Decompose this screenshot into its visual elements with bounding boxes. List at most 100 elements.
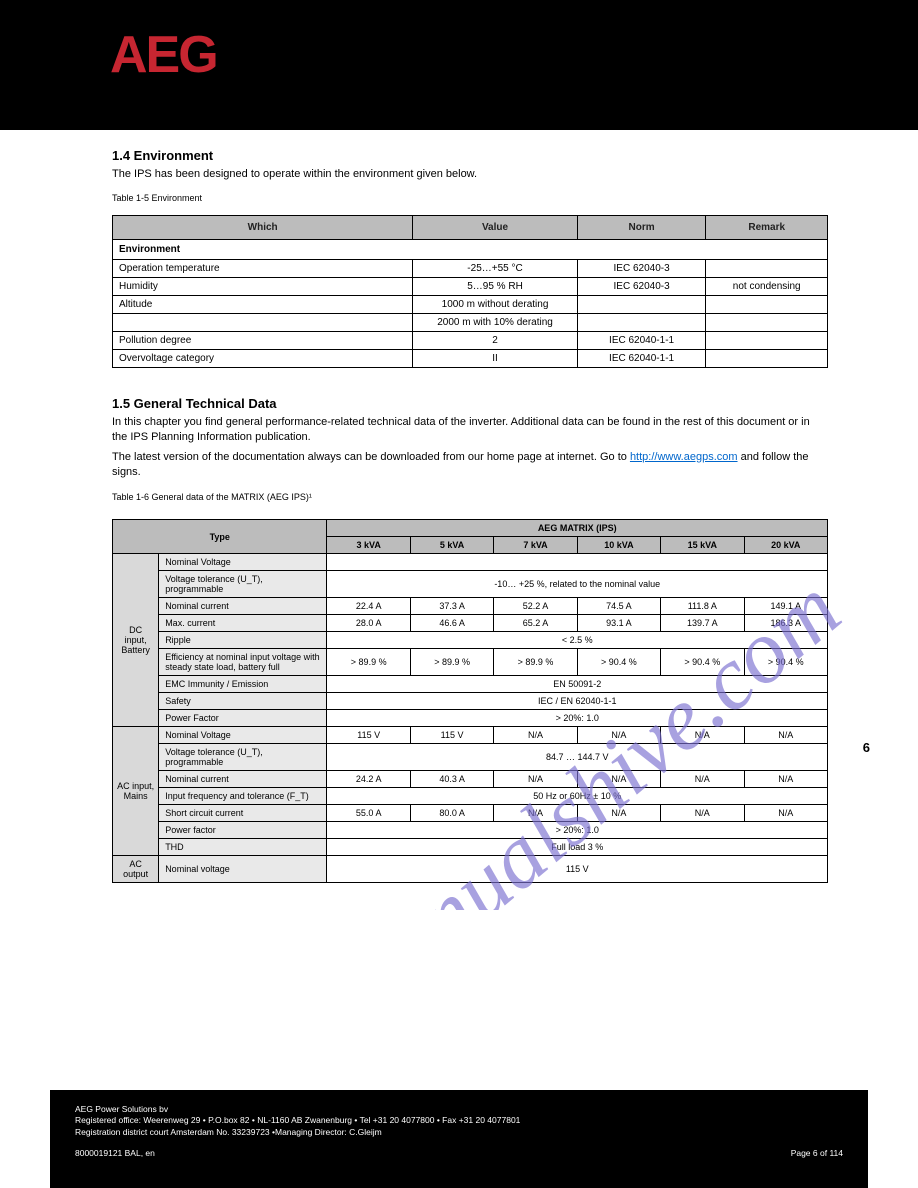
row-label: Short circuit current [159, 805, 327, 822]
row-val: 40.3 A [410, 771, 493, 788]
row-val: N/A [661, 727, 744, 744]
row-val: N/A [744, 727, 827, 744]
row-group: DC input, Battery [113, 554, 159, 727]
row-val: IEC / EN 62040-1-1 [327, 693, 828, 710]
row-val: 22.4 A [327, 598, 410, 615]
table-1-6-caption: Table 1-6 General data of the MATRIX (AE… [112, 491, 828, 504]
row-label: Max. current [159, 615, 327, 632]
row-val: N/A [577, 727, 660, 744]
row-val: 80.0 A [410, 805, 493, 822]
row-val: > 90.4 % [744, 649, 827, 676]
table-row-label [113, 313, 413, 331]
row-val: 149.1 A [744, 598, 827, 615]
row-val: N/A [661, 805, 744, 822]
footer-doc: 8000019121 BAL, en [75, 1148, 155, 1159]
row-val: 55.0 A [327, 805, 410, 822]
row-val: -10… +25 %, related to the nominal value [327, 571, 828, 598]
table-row-remark [706, 349, 828, 367]
table-row-label: Operation temperature [113, 259, 413, 277]
table-row-value: 5…95 % RH [413, 277, 577, 295]
row-val: 50 Hz or 60Hz ± 10 % [327, 788, 828, 805]
row-val: > 90.4 % [577, 649, 660, 676]
table-row-norm [577, 313, 706, 331]
row-val: N/A [494, 805, 577, 822]
aeg-logo: AEG [110, 25, 918, 85]
table-row-norm [577, 295, 706, 313]
which-group-label: Environment [113, 239, 828, 259]
row-val: 28.0 A [327, 615, 410, 632]
table-row-norm: IEC 62040-1-1 [577, 349, 706, 367]
table-row-value: II [413, 349, 577, 367]
row-val: > 89.9 % [494, 649, 577, 676]
col-kva: 15 kVA [661, 537, 744, 554]
row-val: 111.8 A [661, 598, 744, 615]
row-label: Efficiency at nominal input voltage with… [159, 649, 327, 676]
section-1.5-body-2: The latest version of the documentation … [112, 450, 828, 481]
row-label: Power Factor [159, 710, 327, 727]
table-row-norm: IEC 62040-3 [577, 259, 706, 277]
table-row-remark [706, 295, 828, 313]
row-val [327, 554, 828, 571]
row-val: N/A [494, 727, 577, 744]
col-kva: 7 kVA [494, 537, 577, 554]
row-label: THD [159, 839, 327, 856]
table-environment: Which Value Norm Remark Environment Oper… [112, 215, 828, 368]
footer-bar: AEG Power Solutions bv Registered office… [50, 1090, 868, 1188]
section-1.4-body: The IPS has been designed to operate wit… [112, 167, 828, 182]
row-val: 186.3 A [744, 615, 827, 632]
row-label: Input frequency and tolerance (F_T) [159, 788, 327, 805]
row-label: Nominal current [159, 598, 327, 615]
row-val: 84.7 … 144.7 V [327, 744, 828, 771]
row-val: N/A [744, 805, 827, 822]
row-val: N/A [577, 805, 660, 822]
row-label: Power factor [159, 822, 327, 839]
row-label: Nominal current [159, 771, 327, 788]
row-val: N/A [494, 771, 577, 788]
row-val: 139.7 A [661, 615, 744, 632]
col-kva: 10 kVA [577, 537, 660, 554]
row-val: 74.5 A [577, 598, 660, 615]
table-1-5-caption: Table 1-5 Environment [112, 192, 828, 205]
row-val: > 20%: 1.0 [327, 710, 828, 727]
col-matrix: AEG MATRIX (IPS) [327, 520, 828, 537]
table-row-label: Pollution degree [113, 331, 413, 349]
row-val: Full load 3 % [327, 839, 828, 856]
footer-line-2: Registered office: Weerenweg 29 • P.O.bo… [75, 1115, 843, 1126]
col-kva: 20 kVA [744, 537, 827, 554]
page-content: 1.4 Environment The IPS has been designe… [0, 130, 918, 883]
row-val: 24.2 A [327, 771, 410, 788]
col-which: Which [113, 215, 413, 239]
table-row-remark: not condensing [706, 277, 828, 295]
row-val: 115 V [327, 856, 828, 883]
row-label: Nominal voltage [159, 856, 327, 883]
row-val: > 89.9 % [410, 649, 493, 676]
table-row-remark [706, 259, 828, 277]
row-val: > 90.4 % [661, 649, 744, 676]
footer-page: Page 6 of 114 [791, 1148, 843, 1159]
section-1.5-body-1: In this chapter you find general perform… [112, 415, 828, 446]
col-kva: 5 kVA [410, 537, 493, 554]
section-1.5-body-2-prefix: The latest version of the documentation … [112, 451, 597, 463]
row-label: Nominal Voltage [159, 727, 327, 744]
section-1.5-title: 1.5 General Technical Data [112, 396, 828, 411]
col-type: Type [113, 520, 327, 554]
col-kva: 3 kVA [327, 537, 410, 554]
row-group: AC input, Mains [113, 727, 159, 856]
table-row-value: 2000 m with 10% derating [413, 313, 577, 331]
row-val: 37.3 A [410, 598, 493, 615]
page-number-side: 6 [863, 740, 870, 755]
row-val: 115 V [327, 727, 410, 744]
row-val: 46.6 A [410, 615, 493, 632]
table-general-data: Type AEG MATRIX (IPS) 3 kVA5 kVA7 kVA10 … [112, 519, 828, 883]
col-remark: Remark [706, 215, 828, 239]
table-row-value: 1000 m without derating [413, 295, 577, 313]
row-val: 52.2 A [494, 598, 577, 615]
row-val: N/A [661, 771, 744, 788]
row-val: EN 50091-2 [327, 676, 828, 693]
row-val: < 2.5 % [327, 632, 828, 649]
row-val: > 20%: 1.0 [327, 822, 828, 839]
row-val: 65.2 A [494, 615, 577, 632]
table-row-label: Altitude [113, 295, 413, 313]
row-val: N/A [577, 771, 660, 788]
homepage-link[interactable]: http://www.aegps.com [630, 451, 738, 463]
